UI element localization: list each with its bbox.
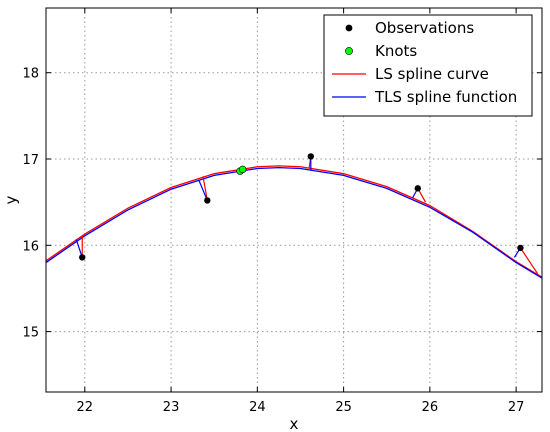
tls-residual-line — [198, 179, 208, 201]
data-points — [79, 153, 524, 261]
y-axis-label: y — [2, 195, 20, 204]
y-tick-label: 17 — [22, 153, 39, 168]
plot-frame — [45, 7, 543, 393]
legend-ls-label: LS spline curve — [375, 65, 489, 83]
legend-tls-label: TLS spline function — [374, 88, 517, 106]
y-tick-label: 15 — [22, 326, 39, 341]
x-axis-label: x — [290, 415, 299, 432]
observation-point — [517, 244, 524, 252]
legend-knots-label: Knots — [375, 42, 417, 60]
observation-point — [204, 197, 211, 204]
x-tick-label: 25 — [335, 400, 352, 415]
ls-spline-curve — [45, 165, 543, 278]
x-tick-label: 24 — [249, 400, 266, 415]
knot-point — [238, 165, 247, 174]
y-tick-label: 18 — [22, 67, 39, 82]
curves — [45, 165, 543, 279]
ls-residual-line — [519, 247, 539, 275]
tls-spline-curve — [45, 166, 543, 279]
y-tick-label: 16 — [22, 239, 39, 254]
legend-knots-marker — [345, 47, 353, 55]
x-tick-label: 22 — [77, 400, 94, 415]
legend-observations-marker — [345, 24, 353, 32]
x-tick-label: 26 — [422, 400, 439, 415]
observation-point — [414, 185, 421, 192]
legend: Observations Knots LS spline curve TLS s… — [323, 14, 533, 117]
ticks: 22 23 24 25 26 27 15 16 17 18 — [22, 8, 542, 415]
ls-residual-line — [202, 176, 208, 201]
x-tick-label: 23 — [163, 400, 180, 415]
observation-point — [307, 153, 315, 160]
legend-observations-label: Observations — [375, 19, 474, 37]
observation-point — [79, 254, 86, 261]
legend-box — [323, 14, 533, 117]
x-tick-label: 27 — [508, 400, 525, 415]
